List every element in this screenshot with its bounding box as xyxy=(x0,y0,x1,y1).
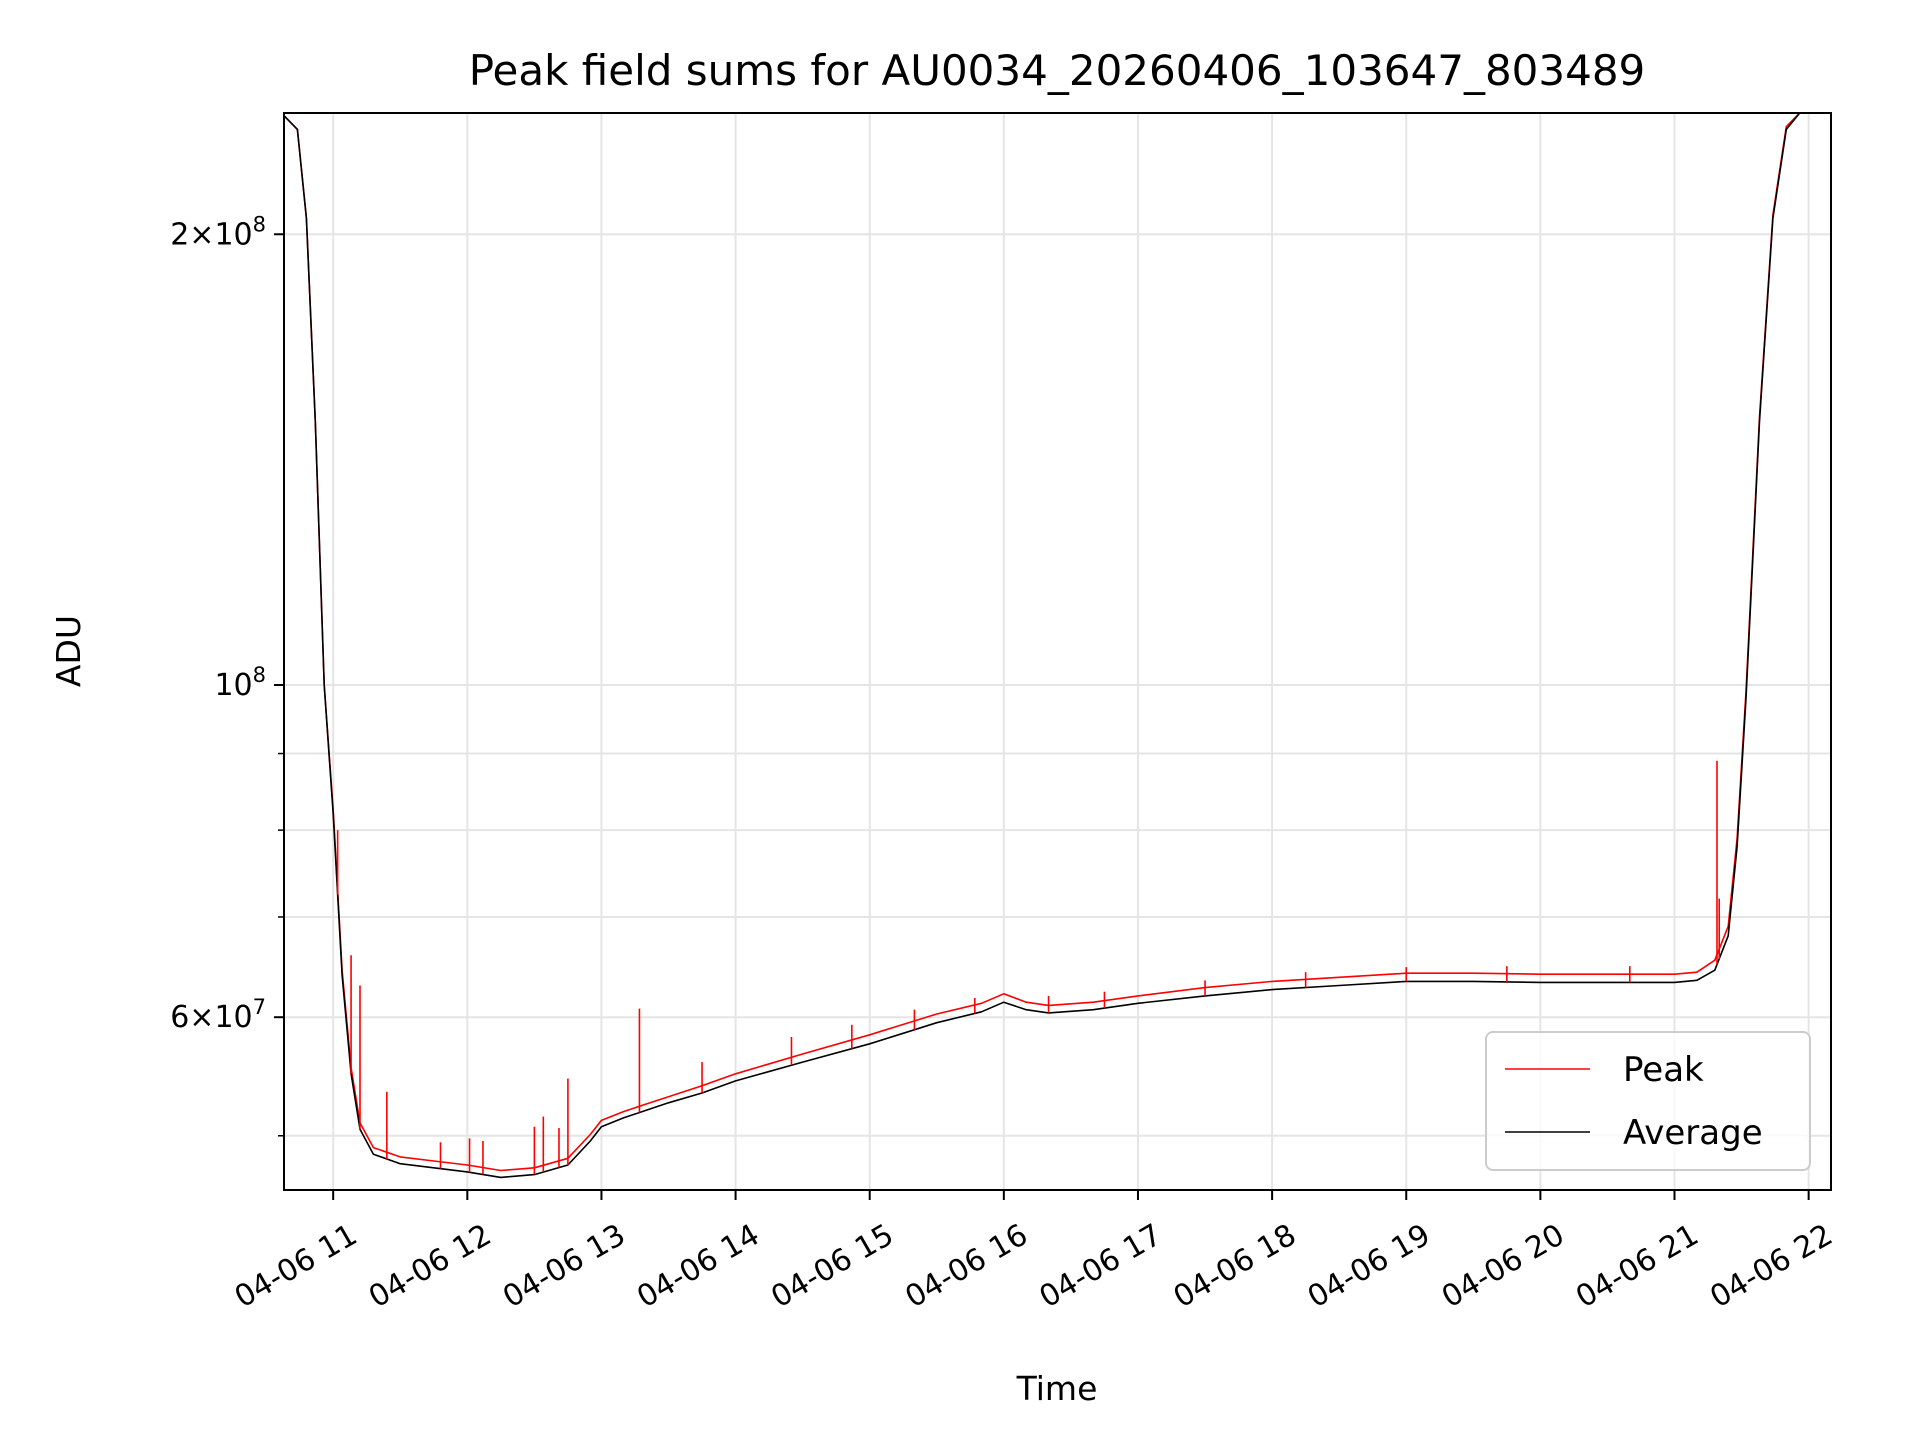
x-axis-title: Time xyxy=(1016,1369,1098,1408)
y-tick-label: 6×107 xyxy=(170,995,266,1035)
plot-frame xyxy=(283,112,1832,1191)
legend-peak-label: Peak xyxy=(1623,1050,1704,1090)
legend-average-label: Average xyxy=(1623,1113,1763,1153)
y-tick-label: 2×108 xyxy=(170,212,266,252)
y-axis-title: ADU xyxy=(49,615,88,687)
y-axis: 108 2×108 6×107 xyxy=(170,212,284,1137)
legend: Peak Average xyxy=(1485,1031,1811,1171)
series-layer xyxy=(284,113,1801,1179)
chart-title: Peak field sums for AU0034_20260406_1036… xyxy=(469,46,1646,95)
legend-box xyxy=(1485,1031,1811,1171)
y-tick-label: 108 xyxy=(214,663,266,703)
